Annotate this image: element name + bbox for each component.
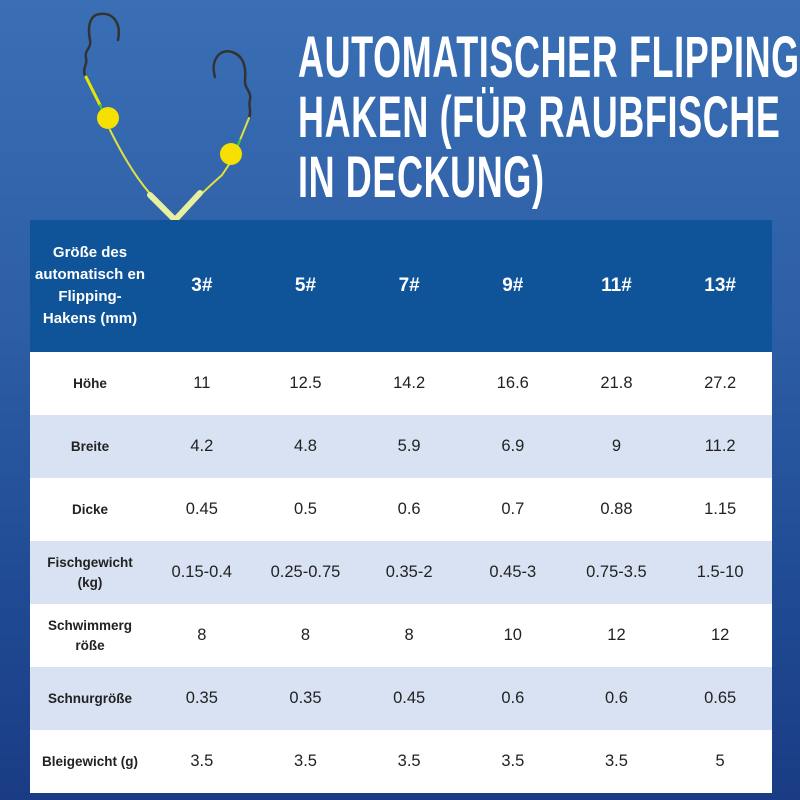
- table-cell: 0.88: [564, 478, 669, 541]
- table-cell: 4.8: [253, 415, 358, 478]
- table-cell: 14.2: [357, 352, 461, 415]
- row-label: Breite: [30, 415, 150, 478]
- row-label: Bleigewicht (g): [30, 730, 150, 793]
- table-cell: 0.45: [150, 478, 254, 541]
- flipping-hook-illustration: [82, 12, 252, 222]
- table-cell: 3.5: [150, 730, 254, 793]
- table-cell: 0.75-3.5: [564, 541, 669, 604]
- title-line: AUTOMATISCHER FLIPPING-: [298, 25, 800, 90]
- table-cell: 11: [150, 352, 254, 415]
- table-cell: 1.5-10: [668, 541, 772, 604]
- table-cell: 0.7: [460, 478, 565, 541]
- table-row: Höhe 11 12.5 14.2 16.6 21.8 27.2: [30, 352, 772, 415]
- table-row: Schnurgröße 0.35 0.35 0.45 0.6 0.6 0.65: [30, 667, 772, 730]
- header-label: Größe des automatisch en Flipping-Hakens…: [30, 220, 150, 352]
- table-cell: 0.15-0.4: [150, 541, 254, 604]
- table-cell: 6.9: [460, 415, 565, 478]
- table-cell: 12: [564, 604, 669, 667]
- table-row: Fischgewicht (kg) 0.15-0.4 0.25-0.75 0.35-2…: [30, 541, 772, 604]
- table-cell: 0.5: [253, 478, 358, 541]
- size-header: 7#: [357, 220, 461, 352]
- size-header: 11#: [564, 220, 669, 352]
- size-header: 3#: [150, 220, 254, 352]
- table-cell: 21.8: [564, 352, 669, 415]
- table-cell: 16.6: [460, 352, 565, 415]
- table-cell: 0.45-3: [460, 541, 565, 604]
- row-label: Dicke: [30, 478, 150, 541]
- table-cell: 3.5: [357, 730, 461, 793]
- float-bead: [220, 143, 242, 165]
- table-row: Dicke 0.45 0.5 0.6 0.7 0.88 1.15: [30, 478, 772, 541]
- table-cell: 0.45: [357, 667, 461, 730]
- table-cell: 0.6: [357, 478, 461, 541]
- title-line: HAKEN (FÜR RAUBFISCHE: [298, 85, 781, 150]
- table-cell: 12.5: [253, 352, 358, 415]
- size-header: 13#: [668, 220, 772, 352]
- table-cell: 11.2: [668, 415, 772, 478]
- table-cell: 9: [564, 415, 669, 478]
- row-label: Schnurgröße: [30, 667, 150, 730]
- table-cell: 8: [150, 604, 254, 667]
- table-cell: 10: [460, 604, 565, 667]
- table-cell: 0.65: [668, 667, 772, 730]
- table-cell: 3.5: [564, 730, 669, 793]
- row-label: Schwimmerg röße: [30, 604, 150, 667]
- table-cell: 0.35: [150, 667, 254, 730]
- table-cell: 5.9: [357, 415, 461, 478]
- table-cell: 8: [253, 604, 358, 667]
- title-line: IN DECKUNG): [298, 145, 545, 210]
- table-cell: 0.35: [253, 667, 358, 730]
- table-cell: 27.2: [668, 352, 772, 415]
- size-header: 9#: [460, 220, 565, 352]
- table-row: Breite 4.2 4.8 5.9 6.9 9 11.2: [30, 415, 772, 478]
- table-row: Schwimmerg röße 8 8 8 10 12 12: [30, 604, 772, 667]
- table-cell: 4.2: [150, 415, 254, 478]
- table-cell: 0.25-0.75: [253, 541, 358, 604]
- table-cell: 3.5: [460, 730, 565, 793]
- table-cell: 1.15: [668, 478, 772, 541]
- table-row: Bleigewicht (g) 3.5 3.5 3.5 3.5 3.5 5: [30, 730, 772, 793]
- table-cell: 3.5: [253, 730, 358, 793]
- table-cell: 0.6: [564, 667, 669, 730]
- table-header-row: Größe des automatisch en Flipping-Hakens…: [30, 220, 772, 352]
- table-cell: 0.35-2: [357, 541, 461, 604]
- table-cell: 5: [668, 730, 772, 793]
- row-label: Fischgewicht (kg): [30, 541, 150, 604]
- size-table: Größe des automatisch en Flipping-Hakens…: [30, 220, 772, 793]
- table-cell: 8: [357, 604, 461, 667]
- float-bead: [97, 107, 119, 129]
- table-cell: 0.6: [460, 667, 565, 730]
- table-cell: 12: [668, 604, 772, 667]
- row-label: Höhe: [30, 352, 150, 415]
- size-header: 5#: [253, 220, 358, 352]
- page-title: AUTOMATISCHER FLIPPING- HAKEN (FÜR RAUBF…: [298, 28, 800, 208]
